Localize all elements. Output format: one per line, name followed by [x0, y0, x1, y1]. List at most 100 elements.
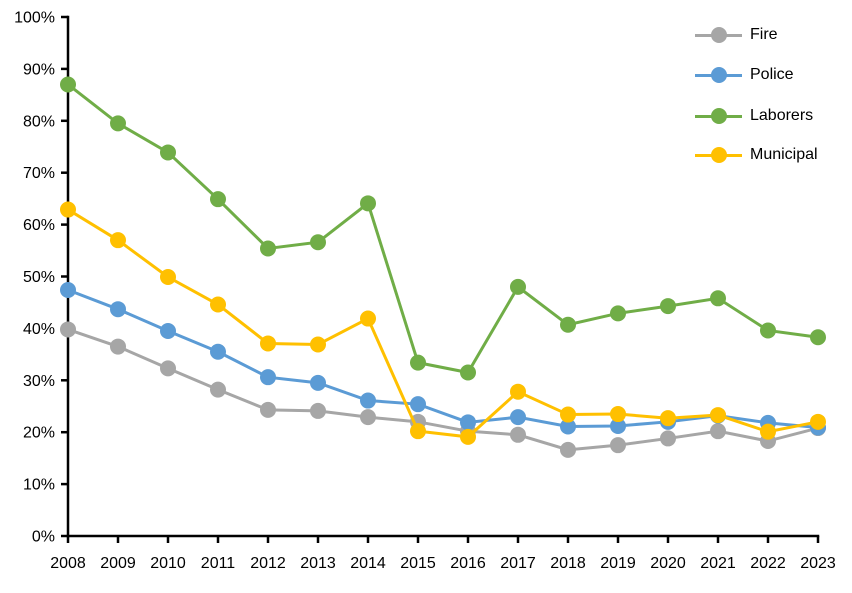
y-axis-label: 10% [23, 477, 55, 494]
legend-label-police: Police [750, 66, 794, 83]
fire-data-point [260, 401, 276, 418]
police-marker-icon [710, 67, 727, 83]
municipal-data-point [160, 269, 176, 286]
legend-item-laborers: Laborers [695, 106, 813, 126]
y-axis-label: 0% [32, 529, 55, 546]
police-data-point [110, 301, 126, 318]
laborers-data-point [810, 329, 826, 346]
municipal-marker-icon [710, 147, 727, 163]
y-axis-label: 70% [23, 165, 55, 182]
x-axis-label: 2019 [600, 555, 636, 572]
laborers-data-point [210, 191, 226, 208]
legend-label-laborers: Laborers [750, 107, 814, 124]
fire-data-point [360, 409, 376, 426]
legend: Fire Police Laborers Municipal [695, 0, 852, 180]
municipal-data-point [560, 406, 576, 423]
police-data-point [560, 418, 576, 435]
x-axis-label: 2017 [500, 555, 536, 572]
laborers-data-point [260, 240, 276, 257]
fire-data-point [60, 321, 76, 338]
fire-series-line [67, 328, 819, 452]
fire-series-swatch [695, 27, 742, 43]
laborers-data-point [760, 322, 776, 339]
y-axis-label: 60% [23, 217, 55, 234]
municipal-data-point [60, 201, 76, 218]
police-data-point [360, 392, 376, 409]
municipal-data-point [310, 336, 326, 353]
police-data-point [260, 369, 276, 386]
municipal-data-point [460, 428, 476, 445]
y-axis-label: 30% [23, 373, 55, 390]
laborers-data-point [460, 364, 476, 381]
municipal-data-point [810, 413, 826, 430]
laborers-data-point [110, 115, 126, 132]
fire-data-point [560, 441, 576, 458]
municipal-data-point [210, 296, 226, 313]
laborers-data-point [710, 290, 726, 307]
x-axis-label: 2023 [800, 555, 836, 572]
y-axis-label: 40% [23, 321, 55, 338]
legend-label-municipal: Municipal [750, 146, 818, 163]
laborers-series-swatch [695, 108, 742, 124]
police-series-swatch [695, 67, 742, 83]
y-axis-label: 100% [14, 10, 55, 27]
legend-label-fire: Fire [750, 26, 778, 43]
police-data-point [210, 343, 226, 360]
police-series-line [67, 288, 819, 430]
police-data-point [160, 322, 176, 339]
laborers-data-point [410, 354, 426, 371]
municipal-data-point [610, 406, 626, 423]
fire-marker-icon [710, 27, 727, 43]
x-axis-label: 2014 [350, 555, 386, 572]
police-data-point [310, 374, 326, 391]
legend-item-fire: Fire [695, 25, 778, 45]
police-data-point [610, 417, 626, 434]
x-axis-label: 2022 [750, 555, 786, 572]
laborers-data-point [60, 76, 76, 93]
x-axis-label: 2015 [400, 555, 436, 572]
laborers-data-point [310, 234, 326, 251]
municipal-data-point [710, 407, 726, 424]
laborers-data-point [360, 195, 376, 212]
y-axis-label: 90% [23, 61, 55, 78]
fire-data-point [310, 402, 326, 419]
municipal-series-swatch [695, 147, 742, 163]
legend-item-police: Police [695, 65, 794, 85]
x-axis-label: 2009 [100, 555, 136, 572]
municipal-data-point [110, 232, 126, 249]
laborers-data-point [560, 316, 576, 333]
x-axis-label: 2008 [50, 555, 86, 572]
laborers-data-point [610, 305, 626, 322]
laborers-marker-icon [710, 108, 727, 124]
fire-data-point [710, 423, 726, 440]
municipal-data-point [360, 310, 376, 327]
municipal-data-point [410, 423, 426, 440]
laborers-data-point [660, 298, 676, 315]
legend-item-municipal: Municipal [695, 145, 818, 165]
y-axis-label: 80% [23, 113, 55, 130]
laborers-data-point [510, 278, 526, 295]
x-axis-label: 2012 [250, 555, 286, 572]
fire-data-point [610, 437, 626, 454]
police-data-point [460, 414, 476, 431]
fire-data-point [660, 430, 676, 447]
laborers-data-point [160, 144, 176, 161]
x-axis-label: 2016 [450, 555, 486, 572]
fire-data-point [110, 338, 126, 355]
y-axis-label: 50% [23, 269, 55, 286]
fire-data-point [160, 360, 176, 377]
municipal-data-point [260, 335, 276, 352]
x-axis-label: 2013 [300, 555, 336, 572]
fire-data-point [210, 381, 226, 398]
x-axis-label: 2021 [700, 555, 736, 572]
municipal-data-point [760, 423, 776, 440]
x-axis-label: 2018 [550, 555, 586, 572]
police-data-point [510, 409, 526, 426]
police-data-point [60, 281, 76, 298]
x-axis-label: 2011 [201, 555, 236, 572]
municipal-data-point [510, 383, 526, 400]
fire-data-point [510, 426, 526, 443]
y-axis-label: 20% [23, 425, 55, 442]
